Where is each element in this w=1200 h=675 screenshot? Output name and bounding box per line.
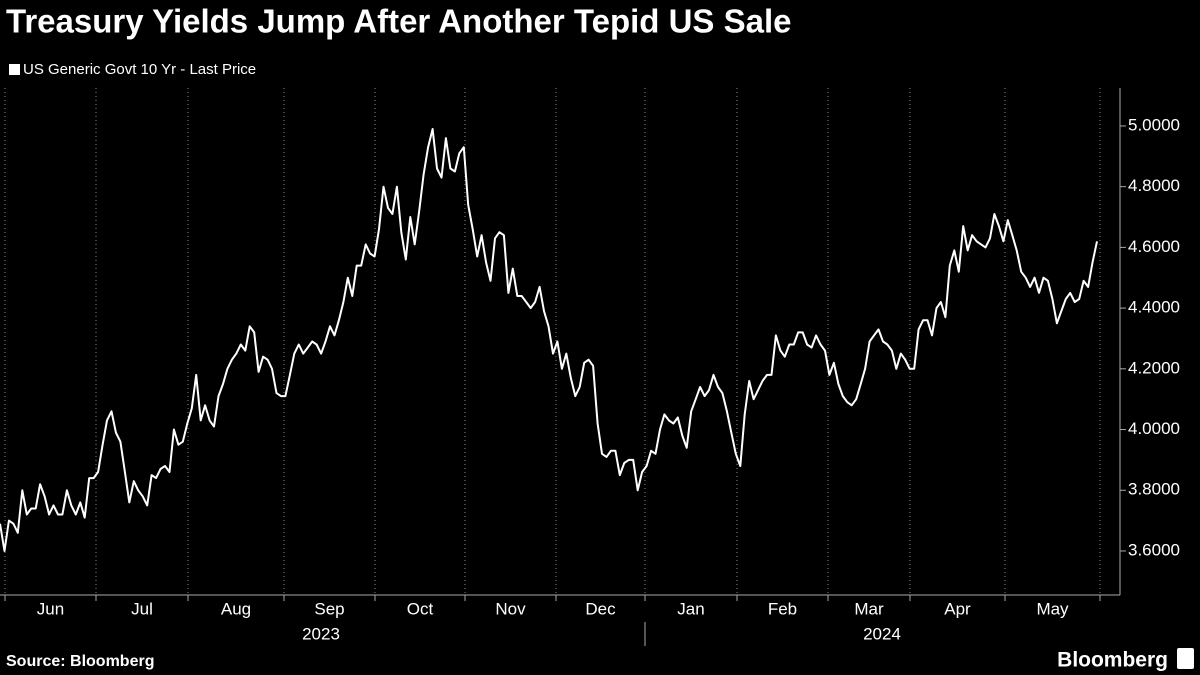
x-tick-label: Dec	[585, 599, 616, 618]
legend-swatch	[9, 64, 20, 75]
y-tick-label: 4.2000	[1128, 358, 1180, 377]
x-tick-label: Jul	[131, 599, 153, 618]
x-tick-label: Sep	[314, 599, 344, 618]
x-tick-label: Oct	[407, 599, 434, 618]
brand-icon	[1177, 648, 1194, 669]
x-tick-label: Jan	[677, 599, 704, 618]
y-tick-label: 4.8000	[1128, 176, 1180, 195]
x-tick-label: Apr	[944, 599, 971, 618]
source: Source: Bloomberg	[6, 653, 154, 670]
x-tick-label: Jun	[37, 599, 64, 618]
y-tick-label: 3.8000	[1128, 480, 1180, 499]
x-tick-label: Mar	[854, 599, 884, 618]
legend-label: US Generic Govt 10 Yr - Last Price	[23, 61, 256, 78]
chart-title: Treasury Yields Jump After Another Tepid…	[6, 3, 792, 40]
y-tick-label: 4.0000	[1128, 419, 1180, 438]
x-tick-label: Feb	[768, 599, 797, 618]
x-tick-label: Nov	[495, 599, 526, 618]
x-tick-label: May	[1036, 599, 1069, 618]
y-tick-label: 3.6000	[1128, 540, 1180, 559]
brand: Bloomberg	[1057, 649, 1168, 672]
year-label: 2023	[302, 624, 340, 643]
x-tick-label: Aug	[221, 599, 251, 618]
year-label: 2024	[863, 624, 901, 643]
y-tick-label: 5.0000	[1128, 115, 1180, 134]
y-tick-label: 4.6000	[1128, 237, 1180, 256]
line	[0, 128, 1098, 552]
y-tick-label: 4.4000	[1128, 298, 1180, 317]
